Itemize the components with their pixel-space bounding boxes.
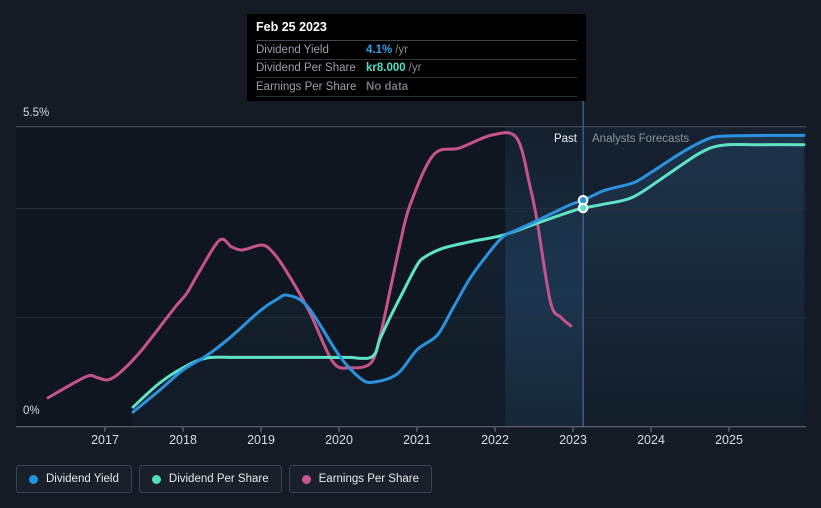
tooltip-value: No data — [366, 80, 409, 93]
legend-item-dividend-per-share[interactable]: Dividend Per Share — [138, 465, 282, 493]
x-axis-label-2022: 2022 — [481, 433, 509, 447]
dividend-yield-line[interactable] — [131, 133, 806, 414]
earnings-per-share-line[interactable] — [46, 131, 573, 400]
x-axis-label-2023: 2023 — [559, 433, 587, 447]
legend-label: Dividend Yield — [46, 473, 119, 485]
tooltip-value: 4.1% — [366, 43, 393, 56]
x-axis-label-2018: 2018 — [169, 433, 197, 447]
legend-dot-icon — [301, 474, 311, 484]
tooltip-row-dividend-per-share: Dividend Per Share kr8.000 /yr — [256, 60, 577, 78]
tooltip-row-earnings-per-share: Earnings Per Share No data — [256, 78, 577, 97]
x-axis-label-2019: 2019 — [247, 433, 275, 447]
tooltip-value: kr8.000 — [366, 62, 406, 75]
y-axis-zero-label: 0% — [23, 405, 40, 417]
legend-dot-icon — [151, 474, 161, 484]
dividend-per-share-line[interactable] — [131, 142, 806, 409]
tooltip-label: Dividend Yield — [256, 43, 329, 56]
y-axis-top-label: 5.5% — [23, 107, 50, 119]
tooltip-suffix: /yr — [395, 43, 408, 56]
legend-item-earnings-per-share[interactable]: Earnings Per Share — [288, 465, 432, 493]
chart-legend: Dividend Yield Dividend Per Share Earnings… — [16, 465, 432, 493]
tooltip-label: Dividend Per Share — [256, 62, 356, 75]
x-axis-label-2025: 2025 — [715, 433, 743, 447]
x-axis-label-2021: 2021 — [403, 433, 431, 447]
tooltip-label: Earnings Per Share — [256, 80, 357, 93]
past-area-fill — [133, 200, 584, 427]
hover-marker-dividend-per-share[interactable] — [577, 202, 589, 214]
tooltip-date: Feb 25 2023 — [256, 14, 577, 41]
past-zone-label: Past — [553, 133, 577, 145]
legend-item-dividend-yield[interactable]: Dividend Yield — [16, 465, 132, 493]
tooltip-row-dividend-yield: Dividend Yield 4.1% /yr — [256, 41, 577, 60]
x-axis-label-2017: 2017 — [91, 433, 119, 447]
chart-tooltip: Feb 25 2023 Dividend Yield 4.1% /yr Divi… — [247, 14, 586, 101]
x-axis-label-2020: 2020 — [325, 433, 353, 447]
legend-label: Earnings Per Share — [318, 473, 419, 485]
tooltip-suffix: /yr — [408, 62, 422, 75]
legend-dot-icon — [29, 474, 38, 484]
legend-label: Dividend Per Share — [168, 473, 269, 485]
x-axis-label-2024: 2024 — [637, 433, 665, 447]
analysts-forecasts-zone-label: Analysts Forecasts — [592, 133, 690, 145]
